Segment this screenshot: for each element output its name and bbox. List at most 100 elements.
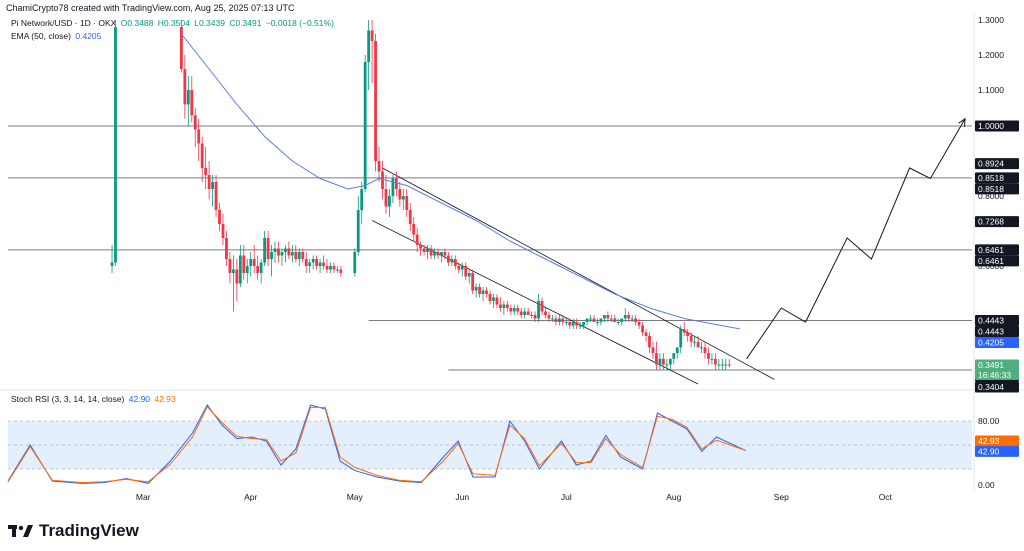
candle-body[interactable]	[287, 248, 291, 256]
candle-body[interactable]	[273, 248, 277, 253]
stoch-rsi-legend[interactable]: Stoch RSI (3, 3, 14, 14, close) 42.90 42…	[11, 394, 178, 404]
candle-body[interactable]	[613, 318, 617, 323]
candle-body[interactable]	[655, 353, 658, 365]
candle-body[interactable]	[197, 129, 201, 144]
candle-body[interactable]	[311, 259, 315, 263]
candle-body[interactable]	[381, 171, 384, 190]
candle-body[interactable]	[596, 322, 599, 323]
channel-trendline[interactable]	[382, 167, 775, 380]
candle-body[interactable]	[256, 266, 260, 273]
candle-body[interactable]	[523, 311, 527, 316]
ema-50-line[interactable]	[180, 33, 740, 330]
candle-body[interactable]	[183, 69, 187, 105]
candle-body[interactable]	[235, 269, 239, 284]
candle-body[interactable]	[481, 290, 485, 295]
candle-body[interactable]	[394, 178, 398, 190]
candle-body[interactable]	[641, 325, 644, 333]
candle-body[interactable]	[589, 318, 592, 320]
candle-body[interactable]	[304, 259, 308, 266]
candle-body[interactable]	[322, 262, 325, 267]
candle-body[interactable]	[443, 252, 447, 256]
candle-body[interactable]	[533, 315, 537, 319]
candle-body[interactable]	[242, 255, 246, 274]
candle-body[interactable]	[665, 364, 669, 366]
candle-body[interactable]	[218, 210, 221, 224]
candle-body[interactable]	[318, 262, 322, 267]
candle-body[interactable]	[537, 301, 540, 319]
candle-body[interactable]	[582, 322, 586, 326]
candle-body[interactable]	[315, 259, 319, 266]
candle-body[interactable]	[609, 318, 613, 320]
candle-body[interactable]	[693, 341, 696, 343]
candle-body[interactable]	[419, 245, 423, 249]
candle-body[interactable]	[214, 182, 218, 210]
candle-body[interactable]	[516, 308, 520, 312]
candle-body[interactable]	[530, 315, 534, 316]
candle-body[interactable]	[564, 322, 568, 323]
candle-body[interactable]	[575, 322, 579, 326]
candle-body[interactable]	[405, 196, 409, 210]
candle-body[interactable]	[446, 255, 450, 263]
candle-body[interactable]	[471, 273, 475, 291]
candle-body[interactable]	[630, 318, 634, 320]
candle-body[interactable]	[599, 318, 603, 323]
candle-body[interactable]	[700, 347, 703, 349]
candle-body[interactable]	[204, 168, 208, 175]
candle-body[interactable]	[717, 364, 721, 366]
candle-body[interactable]	[221, 224, 225, 238]
candle-body[interactable]	[606, 315, 610, 319]
candle-body[interactable]	[294, 252, 298, 259]
candle-body[interactable]	[492, 297, 495, 302]
candle-body[interactable]	[370, 30, 374, 42]
candle-body[interactable]	[408, 210, 412, 224]
candle-body[interactable]	[259, 262, 263, 274]
candle-body[interactable]	[478, 287, 481, 294]
candle-body[interactable]	[464, 266, 468, 277]
tradingview-brand[interactable]: TradingView	[8, 521, 139, 541]
candle-body[interactable]	[270, 252, 273, 259]
candle-body[interactable]	[422, 248, 426, 253]
candle-body[interactable]	[360, 189, 364, 210]
candle-body[interactable]	[512, 308, 516, 312]
candle-body[interactable]	[485, 290, 488, 295]
candle-body[interactable]	[679, 329, 683, 348]
candle-body[interactable]	[211, 182, 214, 189]
candle-body[interactable]	[429, 248, 433, 256]
candle-body[interactable]	[284, 248, 287, 253]
candle-body[interactable]	[231, 269, 235, 274]
candle-body[interactable]	[661, 358, 665, 365]
candle-body[interactable]	[186, 90, 190, 105]
candle-body[interactable]	[710, 358, 714, 360]
candle-body[interactable]	[207, 175, 211, 189]
candle-body[interactable]	[450, 259, 454, 263]
channel-trendline[interactable]	[371, 220, 699, 385]
candle-body[interactable]	[200, 143, 204, 169]
candle-body[interactable]	[179, 27, 183, 69]
candle-body[interactable]	[460, 266, 464, 270]
candle-body[interactable]	[436, 252, 440, 256]
candle-body[interactable]	[571, 322, 575, 326]
candle-body[interactable]	[301, 252, 305, 259]
candle-body[interactable]	[467, 273, 471, 277]
candle-body[interactable]	[332, 266, 336, 270]
candle-body[interactable]	[228, 259, 232, 273]
candle-body[interactable]	[703, 347, 707, 354]
candle-body[interactable]	[568, 322, 572, 326]
candle-body[interactable]	[277, 248, 280, 256]
candle-body[interactable]	[696, 341, 700, 348]
candle-body[interactable]	[502, 304, 506, 309]
candle-body[interactable]	[509, 308, 513, 312]
candle-body[interactable]	[495, 297, 499, 305]
candle-body[interactable]	[114, 27, 117, 263]
candle-body[interactable]	[727, 364, 731, 366]
candle-body[interactable]	[110, 262, 114, 267]
candle-body[interactable]	[329, 266, 332, 270]
candle-body[interactable]	[453, 259, 457, 266]
candle-body[interactable]	[603, 315, 606, 319]
candle-body[interactable]	[238, 255, 242, 284]
candle-body[interactable]	[627, 315, 631, 319]
candle-body[interactable]	[616, 322, 620, 323]
candle-body[interactable]	[384, 189, 388, 207]
candle-body[interactable]	[686, 332, 690, 337]
